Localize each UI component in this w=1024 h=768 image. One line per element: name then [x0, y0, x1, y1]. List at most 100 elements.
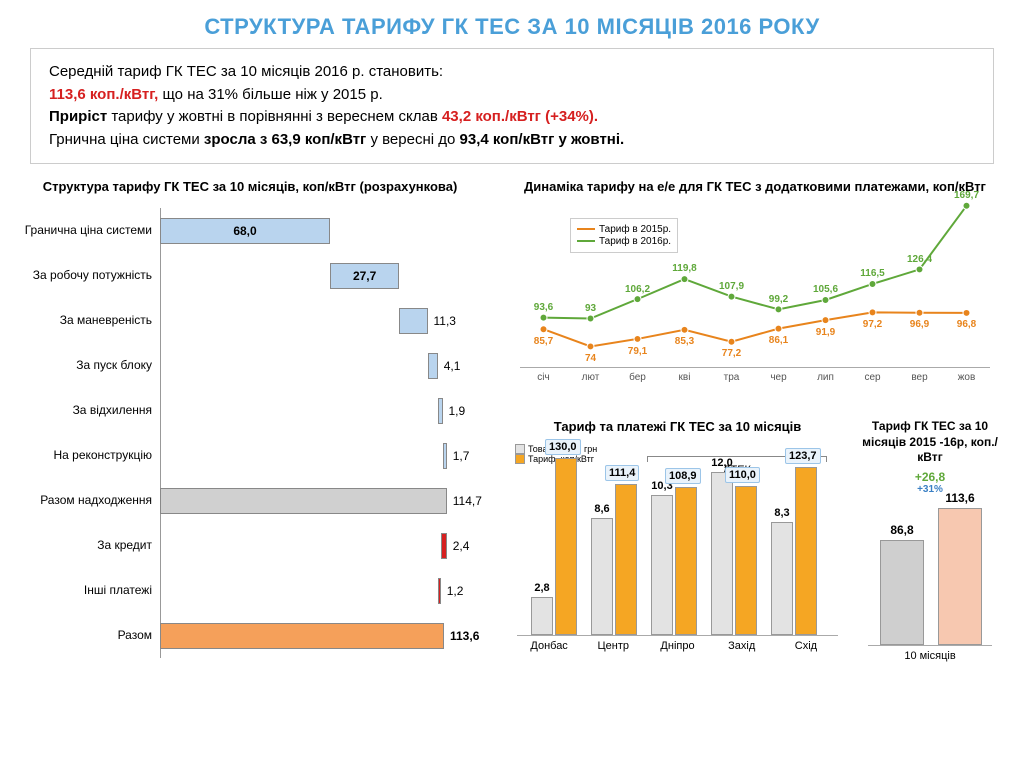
summary-text: у вересні до	[366, 131, 459, 148]
bar-value: 114,7	[453, 494, 482, 508]
waterfall-bar	[438, 578, 441, 604]
bar-value: 68,0	[160, 224, 330, 238]
bar	[531, 597, 553, 635]
row-label: Гранична ціна системи	[20, 223, 160, 237]
bar: 108,9	[665, 468, 701, 484]
x-label: 10 місяців	[860, 650, 1000, 662]
point-label: 93	[585, 303, 596, 314]
bar	[675, 487, 697, 635]
x-tick: чер	[755, 372, 802, 383]
x-tick: вер	[896, 372, 943, 383]
bar: 111,4	[605, 465, 639, 481]
legend: Тариф в 2015р.Тариф в 2016р.	[570, 218, 678, 253]
summary-text: Середній тариф ГК ТЕС за 10 місяців 2016…	[49, 63, 443, 80]
waterfall-row: За пуск блоку 4,1	[20, 343, 480, 388]
point-label: 126,4	[907, 254, 932, 265]
bar-value: 1,7	[453, 449, 470, 463]
grouped-bar-chart: Тариф та платежі ГК ТЕС за 10 місяців То…	[515, 419, 840, 652]
point-label: 91,9	[816, 327, 835, 338]
bar-value: 113,6	[938, 491, 982, 505]
row-label: Інші платежі	[20, 583, 160, 597]
bar	[771, 522, 793, 635]
comparison-bar	[938, 508, 982, 645]
bar-value: 1,9	[449, 404, 466, 418]
bar: 130,0	[545, 439, 581, 455]
row-label: За кредит	[20, 538, 160, 552]
bar-value: 113,6	[450, 629, 479, 643]
bar: 8,6	[591, 503, 613, 515]
bar: 8,3	[771, 507, 793, 519]
x-tick: сер	[849, 372, 896, 383]
bar	[591, 518, 613, 635]
waterfall-row: Разом113,6	[20, 613, 480, 658]
x-tick: Дніпро	[645, 640, 709, 652]
bar-value: 11,3	[434, 314, 456, 328]
bar: 123,7	[785, 448, 821, 464]
bar-value: 4,1	[444, 359, 461, 373]
waterfall-row: Разом надходження114,7	[20, 478, 480, 523]
page-title: СТРУКТУРА ТАРИФУ ГК ТЕС ЗА 10 МІСЯЦІВ 20…	[0, 0, 1024, 48]
bar	[615, 484, 637, 635]
waterfall-row: Гранична ціна системи68,0	[20, 208, 480, 253]
point-label: 107,9	[719, 281, 744, 292]
summary-text: що на 31% більше ніж у 2015 р.	[158, 86, 382, 103]
row-label: За пуск блоку	[20, 358, 160, 372]
x-tick: тра	[708, 372, 755, 383]
x-tick: Схід	[774, 640, 838, 652]
waterfall-row: За робочу потужність27,7	[20, 253, 480, 298]
point-label: 99,2	[769, 294, 788, 305]
row-label: На реконструкцію	[20, 448, 160, 462]
point-label: 74	[585, 353, 596, 364]
row-label: За маневреність	[20, 313, 160, 327]
x-tick: Центр	[581, 640, 645, 652]
waterfall-row: Інші платежі 1,2	[20, 568, 480, 613]
waterfall-bar	[160, 623, 444, 649]
summary-value: 113,6 коп./кВтг,	[49, 86, 158, 103]
x-tick: лют	[567, 372, 614, 383]
waterfall-bar	[441, 533, 447, 559]
delta-abs: +26,8	[860, 470, 1000, 484]
point-label: 77,2	[722, 348, 741, 359]
waterfall-bar	[428, 353, 438, 379]
waterfall-bar	[399, 308, 427, 334]
bar-value: 1,2	[447, 584, 464, 598]
point-label: 97,2	[863, 319, 882, 330]
x-tick: лип	[802, 372, 849, 383]
x-tick: бер	[614, 372, 661, 383]
comparison-chart: Тариф ГК ТЕС за 10 місяців 2015 -16р, ко…	[860, 419, 1000, 662]
x-tick: жов	[943, 372, 990, 383]
summary-text: тарифу у жовтні в порівнянні з вереснем …	[107, 108, 442, 125]
line-chart: Динаміка тарифу на е/е для ГК ТЕС з дода…	[515, 179, 995, 383]
bar	[735, 486, 757, 635]
bar: 2,8	[531, 582, 553, 594]
bar	[651, 495, 673, 635]
waterfall-row: За маневреність 11,3	[20, 298, 480, 343]
point-label: 85,3	[675, 336, 694, 347]
point-label: 93,6	[534, 302, 553, 313]
point-label: 96,9	[910, 319, 929, 330]
chart-title: Тариф та платежі ГК ТЕС за 10 місяців	[515, 419, 840, 436]
waterfall-chart: Структура тарифу ГК ТЕС за 10 місяців, к…	[20, 179, 480, 658]
chart-title: Структура тарифу ГК ТЕС за 10 місяців, к…	[20, 179, 480, 196]
summary-value: 43,2 коп./кВтг (+34%).	[442, 108, 598, 125]
waterfall-bar	[443, 443, 447, 469]
x-tick: кві	[661, 372, 708, 383]
point-label: 85,7	[534, 336, 553, 347]
bar	[711, 472, 733, 635]
point-label: 116,5	[860, 268, 884, 279]
bar	[555, 458, 577, 634]
bar: 110,0	[725, 467, 760, 483]
bar	[795, 467, 817, 635]
bar-value: 2,4	[453, 539, 470, 553]
row-label: За відхилення	[20, 403, 160, 417]
x-tick: січ	[520, 372, 567, 383]
summary-text: зросла з 63,9 коп/кВтг	[204, 131, 366, 148]
waterfall-bar	[438, 398, 443, 424]
summary-box: Середній тариф ГК ТЕС за 10 місяців 2016…	[30, 48, 994, 164]
waterfall-row: За відхилення 1,9	[20, 388, 480, 433]
point-label: 79,1	[628, 346, 647, 357]
row-label: За робочу потужність	[20, 268, 160, 282]
summary-text: Грнична ціна системи	[49, 131, 204, 148]
chart-title: Тариф ГК ТЕС за 10 місяців 2015 -16р, ко…	[860, 419, 1000, 466]
summary-text: Приріст	[49, 108, 107, 125]
